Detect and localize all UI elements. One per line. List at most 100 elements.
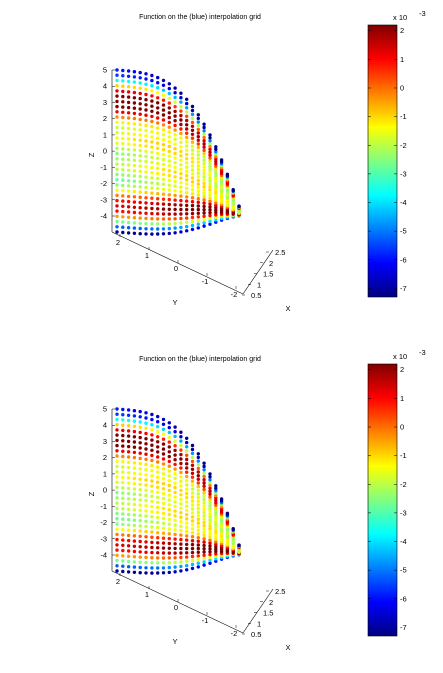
scatter-point [214, 196, 218, 200]
scatter-point [115, 407, 119, 411]
scatter-point [219, 497, 224, 501]
scatter-point [167, 421, 171, 425]
scatter-point [115, 141, 119, 145]
scatter-point [161, 477, 166, 481]
scatter-point [214, 518, 218, 522]
scatter-point [167, 435, 171, 439]
x-axis-line [242, 588, 274, 634]
z-tick-label: 4 [103, 82, 107, 91]
scatter-point [115, 537, 119, 542]
scatter-point [144, 566, 148, 570]
scatter-point [202, 152, 206, 156]
scatter-point [132, 518, 137, 522]
scatter-point [161, 457, 166, 461]
scatter-point [167, 120, 171, 125]
scatter-point [150, 489, 154, 493]
scatter-point [173, 546, 177, 551]
scatter-point [144, 149, 148, 153]
scatter-point [161, 551, 166, 555]
scatter-point [196, 167, 200, 172]
z-axis-label: Z [87, 491, 96, 496]
scatter-point [196, 222, 200, 226]
scatter-point [179, 118, 183, 122]
scatter-point [214, 496, 218, 500]
scatter-point [196, 561, 200, 565]
scatter-point [185, 568, 189, 572]
scatter-point [190, 455, 195, 460]
scatter-point [156, 556, 160, 560]
scatter-point [115, 225, 119, 229]
scatter-point [196, 514, 200, 518]
scatter-point [196, 153, 200, 157]
colorbar-multiplier: x 10 [393, 13, 407, 22]
scatter-point [126, 439, 131, 444]
scatter-point [150, 171, 154, 175]
scatter-point [185, 436, 189, 440]
scatter-point [167, 527, 171, 531]
scatter-point [150, 165, 154, 170]
scatter-point [196, 470, 200, 474]
scatter-point [173, 476, 177, 481]
scatter-point [144, 201, 148, 205]
scatter-point [202, 191, 206, 195]
scatter-point [150, 140, 154, 144]
scatter-point [185, 97, 189, 102]
scatter-point [167, 479, 171, 483]
scatter-point [208, 521, 212, 525]
scatter-point [161, 138, 166, 142]
scatter-point [115, 490, 119, 495]
scatter-point [208, 199, 212, 203]
scatter-point [161, 561, 166, 565]
scatter-point [179, 203, 183, 207]
scatter-point [190, 479, 195, 483]
x-axis-line [242, 249, 274, 295]
scatter-point [202, 510, 206, 515]
scatter-point [202, 560, 206, 564]
scatter-point [179, 435, 183, 439]
scatter-point [161, 541, 166, 545]
scatter-point [144, 447, 148, 451]
scatter-point [190, 176, 195, 180]
scatter-point [173, 430, 177, 434]
scatter-point [167, 159, 171, 163]
scatter-point [138, 148, 142, 153]
scatter-point [202, 553, 206, 557]
scatter-point [185, 466, 189, 470]
scatter-point [132, 143, 137, 147]
scatter-point [156, 186, 160, 191]
z-tick-label: 5 [103, 405, 107, 414]
scatter-point [167, 570, 171, 575]
scatter-point [126, 231, 131, 235]
scatter-point [179, 113, 183, 118]
scatter-point [167, 464, 171, 468]
scatter-point [126, 549, 131, 553]
scatter-point [173, 472, 177, 476]
scatter-point [156, 440, 160, 444]
scatter-point [161, 192, 166, 196]
scatter-point [156, 146, 160, 150]
scatter-point [179, 181, 183, 185]
scatter-point [208, 529, 212, 534]
scatter-point [208, 518, 212, 522]
scatter-point [132, 153, 137, 157]
scatter-point [156, 515, 160, 520]
scatter-point [161, 157, 166, 162]
scatter-point [196, 138, 200, 142]
scatter-point [115, 209, 119, 213]
scatter-point [190, 156, 195, 160]
scatter-point [121, 199, 125, 203]
scatter-point [173, 212, 177, 216]
scatter-point [132, 429, 137, 434]
scatter-point [132, 132, 137, 136]
scatter-point [156, 207, 160, 211]
scatter-point [179, 528, 183, 533]
colorbar-tick-label: -6 [400, 255, 407, 264]
scatter-point [208, 187, 212, 192]
scatter-point [173, 453, 177, 457]
scatter-point [126, 173, 131, 178]
scatter-point [132, 482, 137, 486]
scatter-point [144, 442, 148, 446]
scatter-point [173, 95, 177, 100]
scatter-point [132, 137, 137, 142]
